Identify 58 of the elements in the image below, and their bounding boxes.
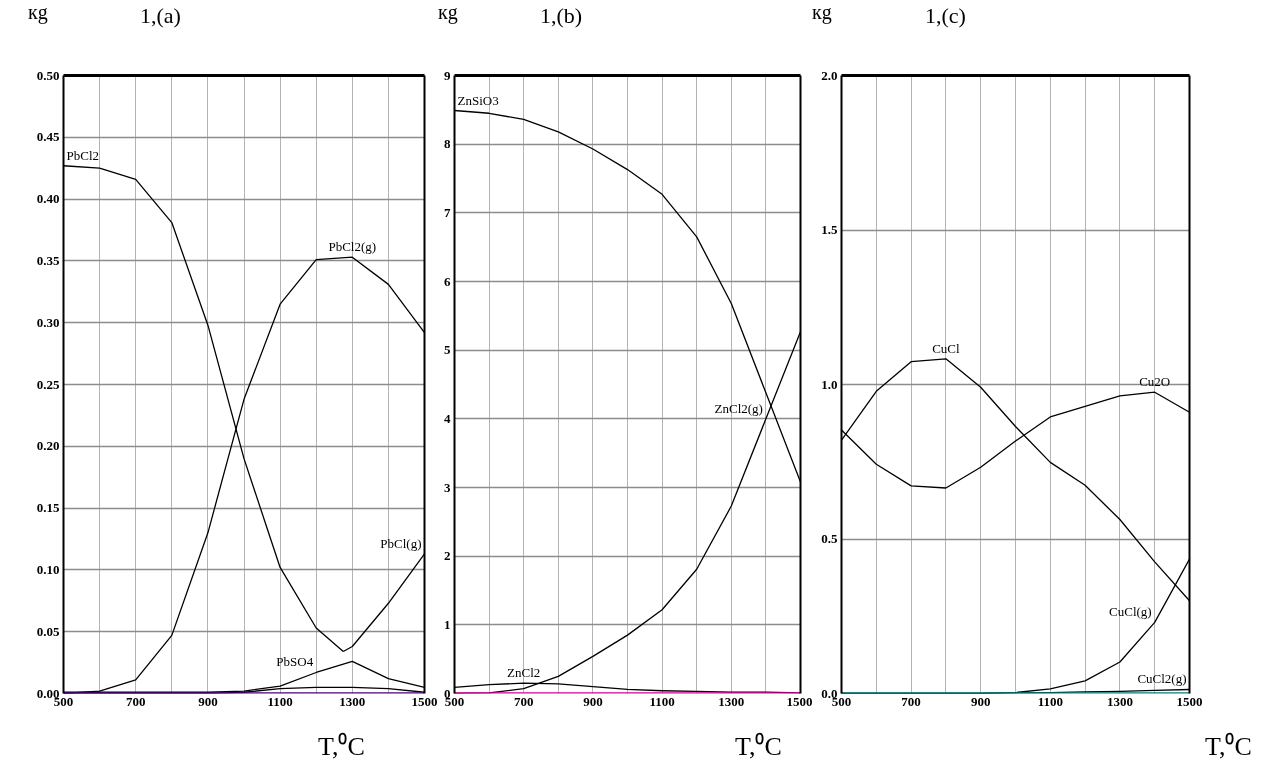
y-tick-label: 1.0 — [821, 376, 838, 392]
y-tick-label: 0.45 — [36, 129, 60, 145]
y-axis-title: кg — [28, 1, 48, 23]
series-label: PbCl(g) — [380, 535, 422, 551]
y-tick-label: 3 — [444, 479, 451, 495]
y-tick-label: 6 — [444, 273, 451, 289]
series-label: PbCl2(g) — [328, 239, 377, 255]
y-tick-label: 0.20 — [36, 438, 60, 454]
x-tick-label: 1500 — [786, 693, 813, 709]
x-tick-label: 1300 — [1106, 693, 1133, 709]
series-label: ZnSiO3 — [457, 92, 499, 108]
chart-title: 1,(c) — [925, 3, 966, 28]
y-tick-label: 1 — [444, 616, 451, 632]
x-tick-label: 1500 — [411, 693, 438, 709]
series-label: Cu2O — [1139, 374, 1171, 390]
series-label: ZnCl2(g) — [714, 400, 763, 416]
x-tick-label: 1300 — [339, 693, 366, 709]
x-tick-label: 900 — [583, 693, 603, 709]
y-tick-label: 2 — [444, 548, 451, 564]
chart-title: 1,(a) — [140, 3, 181, 28]
y-tick-label: 8 — [444, 136, 451, 152]
x-tick-label: 900 — [198, 693, 218, 709]
y-axis-title: кg — [438, 1, 458, 23]
series-label: PbSO4 — [276, 654, 314, 670]
series-label: CuCl — [932, 340, 961, 356]
y-tick-label: 4 — [444, 410, 451, 426]
x-tick-label: 700 — [513, 693, 534, 709]
y-tick-label: 0.5 — [821, 531, 838, 546]
x-tick-label: 1500 — [1176, 693, 1203, 709]
y-tick-label: 0.10 — [36, 561, 60, 577]
y-tick-label: 7 — [444, 204, 451, 220]
series-label: CuCl2(g) — [1137, 671, 1187, 687]
x-tick-label: 1300 — [718, 693, 745, 709]
y-tick-label: 5 — [444, 342, 451, 358]
x-axis-title: T,⁰C — [318, 732, 365, 761]
y-tick-label: 0.50 — [36, 67, 60, 83]
x-tick-label: 900 — [970, 693, 991, 709]
y-tick-label: 1.5 — [821, 222, 838, 237]
series-label: CuCl(g) — [1109, 604, 1152, 620]
x-tick-label: 700 — [125, 693, 146, 709]
y-tick-label: 0.25 — [36, 376, 60, 392]
x-tick-label: 1100 — [649, 693, 675, 709]
x-tick-label: 700 — [901, 693, 921, 709]
x-axis-title: T,⁰C — [735, 732, 782, 761]
x-axis-title: T,⁰C — [1205, 732, 1252, 761]
series-label: PbCl2 — [66, 147, 100, 163]
y-tick-label: 0.40 — [36, 191, 60, 207]
chart-title: 1,(b) — [540, 3, 583, 28]
series-label: ZnCl2 — [507, 665, 541, 681]
y-tick-label: 9 — [444, 67, 451, 83]
x-tick-label: 1100 — [267, 693, 293, 709]
y-tick-label: 0.30 — [36, 314, 60, 330]
y-tick-label: 0.15 — [36, 500, 60, 516]
y-tick-label: 2.0 — [821, 67, 838, 83]
y-tick-label: 0.35 — [36, 252, 60, 268]
y-axis-title: кg — [812, 1, 832, 23]
x-tick-label: 1100 — [1037, 693, 1063, 709]
y-tick-label: 0.05 — [36, 623, 60, 639]
